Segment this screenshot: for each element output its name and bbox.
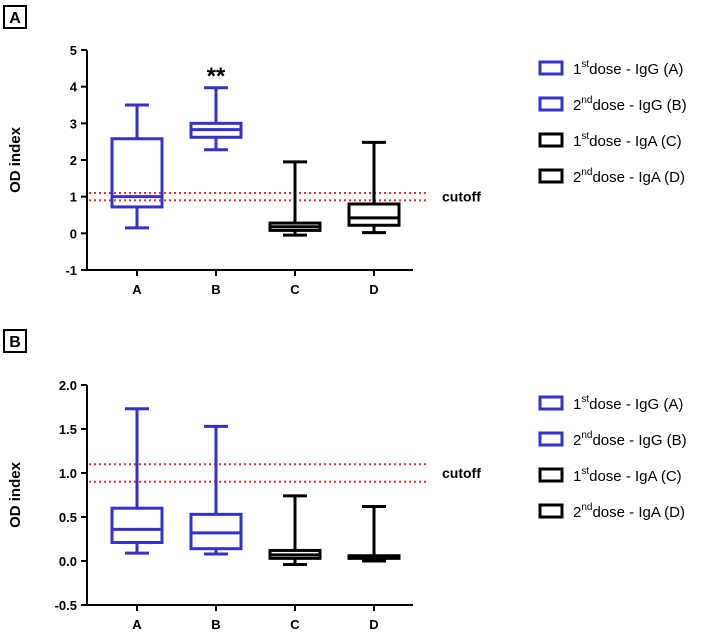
box-iqr <box>347 202 401 227</box>
legend-label: 1stdose - IgG (A) <box>573 59 683 78</box>
panel-a-cutoff-label: cutoff <box>442 189 481 205</box>
panel-a-x-tick-label: C <box>290 282 300 297</box>
panel-b-label-box <box>3 329 27 353</box>
panel-a-y-tick-label: 5 <box>70 43 77 58</box>
panel-a-y-tick-label: 4 <box>70 80 78 95</box>
panel-b-legend-item: 1stdose - IgG (A) <box>538 394 683 413</box>
panel-b-y-tick-label: -0.5 <box>55 598 77 613</box>
legend-swatch <box>538 395 564 411</box>
panel-b-y-tick-label: 0.0 <box>59 554 77 569</box>
panel-a-label-box <box>3 5 27 29</box>
panel-a-y-tick-label: 3 <box>70 116 77 131</box>
legend-label: 1stdose - IgA (C) <box>573 466 682 485</box>
panel-b-legend-item: 2nddose - IgG (B) <box>538 430 687 449</box>
panel-a-y-tick-label: 0 <box>70 226 77 241</box>
legend-swatch <box>538 168 564 184</box>
legend-swatch <box>538 96 564 112</box>
panel-b-y-tick-label: 1.0 <box>59 466 77 481</box>
legend-swatch <box>538 467 564 483</box>
panel-a-y-axis-label: OD index <box>7 126 24 193</box>
legend-label: 2nddose - IgA (D) <box>573 502 685 521</box>
panel-b-legend-item: 2nddose - IgA (D) <box>538 502 685 521</box>
panel-a-label: A <box>9 10 21 27</box>
legend-label: 2nddose - IgG (B) <box>573 95 687 114</box>
panel-b-box-a <box>110 407 164 555</box>
legend-swatch <box>538 132 564 148</box>
panel-a-legend-item: 2nddose - IgG (B) <box>538 95 687 114</box>
panel-a-x-tick-label: B <box>211 282 220 297</box>
panel-b-y-tick-label: 1.5 <box>59 422 77 437</box>
panel-a-x-tick-label: A <box>132 282 142 297</box>
panel-b-box-c <box>268 494 322 567</box>
panel-b-y-tick-label: 0.5 <box>59 510 77 525</box>
panel-a-y-tick-label: -1 <box>65 263 77 278</box>
legend-swatch <box>538 431 564 447</box>
panel-b-x-tick-label: D <box>369 617 378 632</box>
legend-swatch <box>538 503 564 519</box>
panel-a-significance-marker: ** <box>207 63 226 90</box>
panel-a-legend-item: 1stdose - IgG (A) <box>538 59 683 78</box>
panel-b-y-tick-label: 2.0 <box>59 378 77 393</box>
panel-b-x-tick-label: C <box>290 617 300 632</box>
panel-b-x-tick-label: B <box>211 617 220 632</box>
panel-a-box-d <box>347 140 401 235</box>
panel-b-x-tick-label: A <box>132 617 142 632</box>
panel-a-y-tick-label: 2 <box>70 153 77 168</box>
panel-a-legend-item: 2nddose - IgA (D) <box>538 167 685 186</box>
legend-swatch <box>538 60 564 76</box>
panel-a-box-b <box>189 86 243 152</box>
legend-label: 1stdose - IgA (C) <box>573 131 682 150</box>
box-iqr <box>110 137 164 209</box>
legend-label: 2nddose - IgG (B) <box>573 430 687 449</box>
panel-b-y-axis-label: OD index <box>7 461 24 528</box>
panel-b-cutoff-label: cutoff <box>442 465 481 481</box>
legend-label: 1stdose - IgG (A) <box>573 394 683 413</box>
box-iqr <box>110 506 164 545</box>
panel-a-box-c <box>268 160 322 237</box>
panel-b-label: B <box>9 334 21 351</box>
panel-b-box-d <box>347 504 401 563</box>
legend-label: 2nddose - IgA (D) <box>573 167 685 186</box>
panel-b-box-b <box>189 424 243 556</box>
panel-a-y-tick-label: 1 <box>70 190 77 205</box>
panel-b-legend-item: 1stdose - IgA (C) <box>538 466 682 485</box>
panel-a-x-tick-label: D <box>369 282 378 297</box>
panel-a-box-a <box>110 103 164 230</box>
panel-a-legend-item: 1stdose - IgA (C) <box>538 131 682 150</box>
